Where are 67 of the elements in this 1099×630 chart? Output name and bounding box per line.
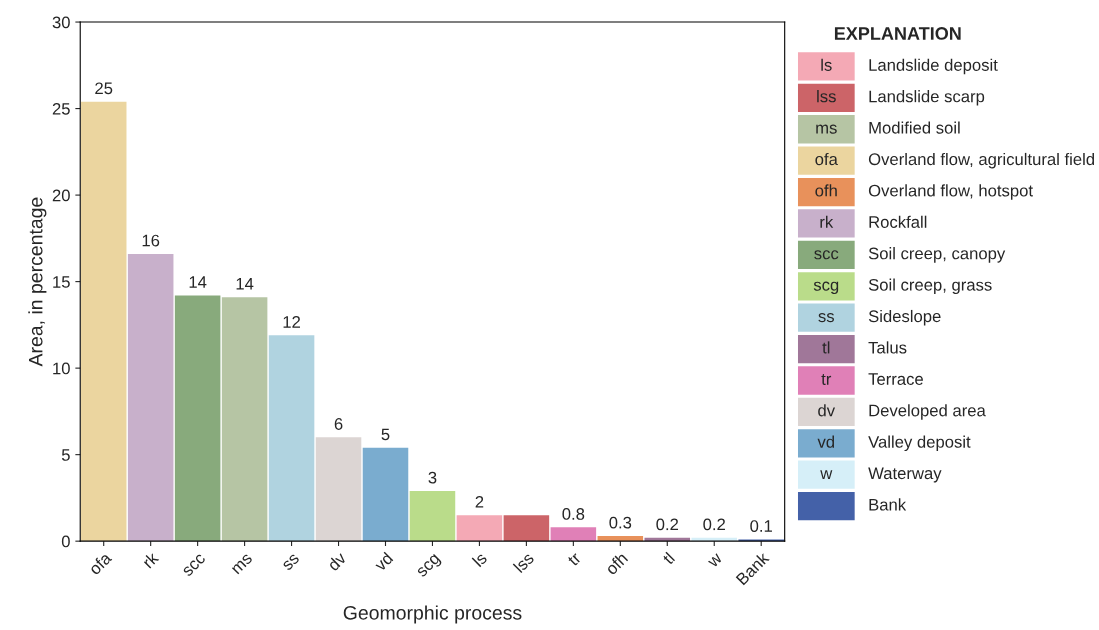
category-label: ls <box>821 58 832 71</box>
category-label: lss <box>817 90 836 103</box>
legend-title: EXPLANATION <box>834 27 961 40</box>
y-tick-label: 20 <box>52 189 70 202</box>
legend-label: Overland flow, agricultural field <box>868 152 1095 169</box>
legend-label: Valley deposit <box>868 435 971 452</box>
legend-label: Talus <box>868 341 907 354</box>
text: 14 <box>236 278 254 290</box>
category-label: ms <box>816 124 837 134</box>
y-tick-label: 15 <box>53 276 70 288</box>
x-tick-label: ofa <box>87 550 113 576</box>
text: 0.1 <box>750 520 772 532</box>
legend-label: Terrace <box>868 373 923 385</box>
text: 12 <box>283 315 300 328</box>
text: 0.8 <box>562 508 585 520</box>
category-label: ss <box>818 313 834 323</box>
text: 14 <box>189 276 207 288</box>
y-tick-label: 5 <box>61 449 70 461</box>
x-tick-label: tl <box>661 551 676 566</box>
x-tick-label: scg <box>416 553 443 580</box>
legend-label: Modified soil <box>869 121 960 134</box>
legend-label: Soil creep, canopy <box>868 247 1006 263</box>
legend-label: Overland flow, hotspot <box>868 184 1033 200</box>
category-label: w <box>820 470 833 480</box>
category-label: rk <box>820 215 834 228</box>
legend-label: Landslide deposit <box>869 58 998 75</box>
category-label: ofh <box>815 184 837 197</box>
y-tick-label: 30 <box>52 16 70 29</box>
legend-label: Bank <box>869 498 907 511</box>
x-axis-title: Geomorphic process <box>343 605 522 624</box>
legend-label: Landslide scarp <box>869 90 985 106</box>
y-axis-title: Area, in percentage <box>28 197 47 367</box>
text: 0.2 <box>656 518 679 531</box>
x-tick-label: ofh <box>604 551 629 576</box>
text: 6 <box>334 418 343 430</box>
x-tick-label: ls <box>471 551 488 568</box>
text: 5 <box>381 428 390 441</box>
category-label: ofa <box>815 152 838 166</box>
y-tick-label: 10 <box>53 362 70 375</box>
text: 16 <box>142 234 160 247</box>
legend-label: Waterway <box>868 467 942 483</box>
category-label: vd <box>817 435 834 448</box>
y-tick-label: 25 <box>52 102 70 115</box>
category-label: dv <box>818 404 836 417</box>
legend-label: Soil creep, grass <box>868 278 992 295</box>
x-tick-label: w <box>708 553 723 568</box>
y-tick-label: 0 <box>61 535 70 548</box>
category-label: scc <box>814 250 839 260</box>
x-tick-label: scc <box>182 553 206 577</box>
text: 25 <box>95 82 113 95</box>
legend-label: Rockfall <box>869 215 927 228</box>
text: 3 <box>428 471 437 484</box>
x-tick-label: ms <box>231 553 253 575</box>
x-tick-label: lss <box>512 551 535 574</box>
legend-label: Developed area <box>869 404 986 420</box>
legend-label: Sideslope <box>868 309 941 326</box>
text: 2 <box>475 495 484 508</box>
text: 0.3 <box>609 516 632 529</box>
category-label: tl <box>822 341 830 354</box>
x-tick-label: ss <box>282 553 300 572</box>
x-tick-label: rk <box>141 550 160 569</box>
x-tick-label: tr <box>567 552 582 567</box>
category-label: scg <box>813 281 839 295</box>
x-tick-label: dv <box>326 550 348 572</box>
x-tick-label: vd <box>373 551 394 572</box>
category-label: tr <box>821 374 832 385</box>
text: 0.2 <box>703 518 725 531</box>
